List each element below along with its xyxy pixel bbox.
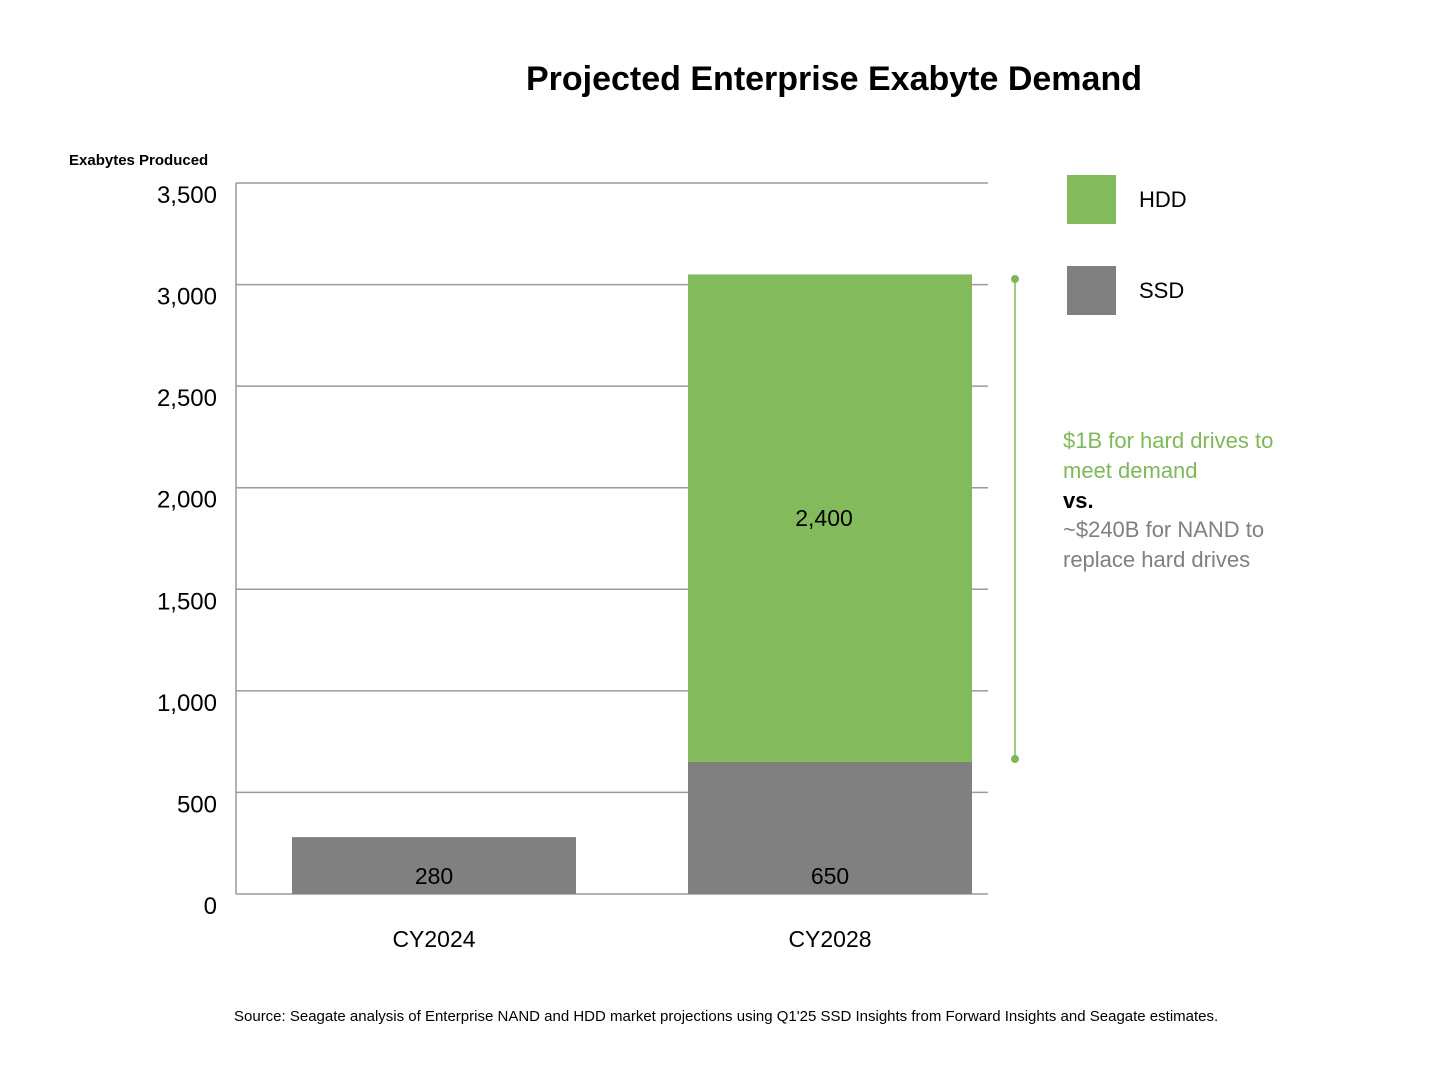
- y-axis-label: Exabytes Produced: [69, 152, 208, 169]
- data-label-ssd-cy2028: 650: [811, 863, 849, 889]
- data-label-hdd-cy2028: 2,400: [795, 505, 853, 531]
- y-tick-label: 2,500: [157, 385, 217, 412]
- annotation-line-4: replace hard drives: [1063, 547, 1250, 572]
- legend-swatch-hdd: [1067, 175, 1116, 224]
- x-category-label: CY2024: [392, 926, 475, 952]
- source-note: Source: Seagate analysis of Enterprise N…: [234, 1008, 1218, 1025]
- annotation-line-1: $1B for hard drives to: [1063, 428, 1273, 453]
- legend-label-hdd: HDD: [1139, 187, 1187, 212]
- gridlines: [236, 182, 988, 895]
- legend-swatch-ssd: [1067, 266, 1116, 315]
- y-tick-label: 0: [204, 893, 217, 920]
- y-tick-label: 3,500: [157, 182, 217, 209]
- annotation-line-3: ~$240B for NAND to: [1063, 517, 1264, 542]
- bracket-dot-bottom: [1011, 755, 1019, 763]
- difference-bracket: [1011, 275, 1019, 763]
- y-tick-labels: 0 500 1,000 1,500 2,000 2,500 3,000 3,500: [157, 182, 217, 920]
- annotation: $1B for hard drives to meet demand vs. ~…: [1063, 428, 1273, 572]
- bar-ssd-cy2024: [292, 837, 576, 894]
- data-label-ssd-cy2024: 280: [415, 863, 453, 889]
- y-tick-label: 3,000: [157, 284, 217, 311]
- y-tick-label: 1,500: [157, 588, 217, 615]
- legend-label-ssd: SSD: [1139, 278, 1184, 303]
- x-category-label: CY2028: [788, 926, 871, 952]
- legend: HDD SSD: [1067, 175, 1187, 315]
- annotation-vs: vs.: [1063, 488, 1094, 513]
- y-tick-label: 1,000: [157, 690, 217, 717]
- y-tick-label: 2,000: [157, 487, 217, 514]
- bars: 280 650 2,400: [292, 274, 972, 894]
- chart-title: Projected Enterprise Exabyte Demand: [526, 60, 1142, 98]
- annotation-line-2: meet demand: [1063, 458, 1198, 483]
- bracket-dot-top: [1011, 275, 1019, 283]
- bar-ssd-cy2028: [688, 761, 972, 894]
- x-category-labels: CY2024 CY2028: [392, 926, 871, 952]
- bar-hdd-cy2028: [688, 274, 972, 762]
- y-tick-label: 500: [177, 791, 217, 818]
